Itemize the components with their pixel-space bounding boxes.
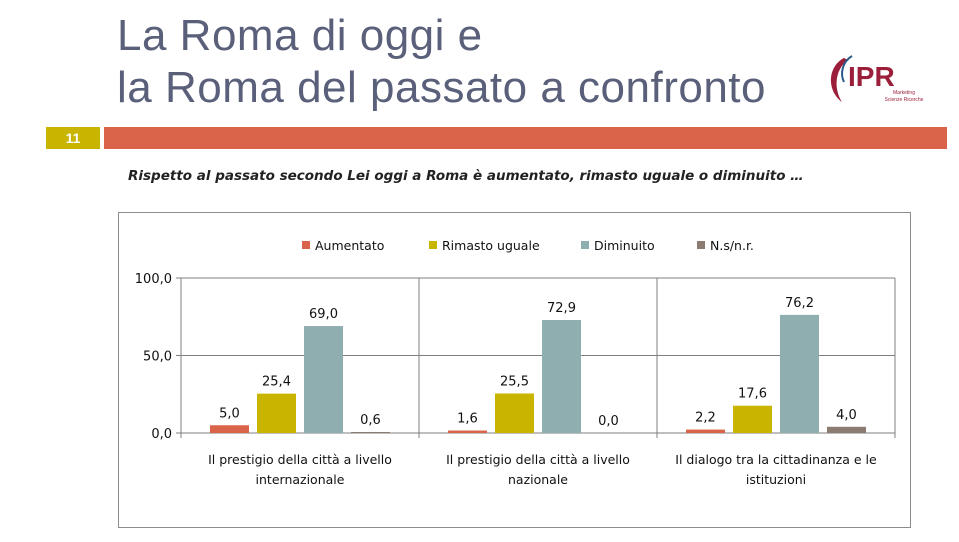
category-label-0-1: internazionale: [256, 472, 345, 487]
bar-aumentato-0: [210, 425, 249, 433]
category-label-0-0: Il prestigio della città a livello: [208, 452, 392, 467]
bar-nsnr-2: [827, 426, 866, 433]
legend-label-0: Aumentato: [315, 238, 384, 253]
data-label-3-0: 0,6: [360, 413, 381, 428]
legend-swatch-0: [302, 241, 310, 249]
data-label-1-1: 25,5: [500, 374, 529, 389]
logo-subtitle-2: Scienze Ricerche: [885, 97, 924, 103]
legend-swatch-2: [581, 241, 589, 249]
bar-rimastouguale-1: [495, 393, 534, 433]
ytick-label-1: 50,0: [143, 350, 172, 365]
title-line-2: la Roma del passato a confronto: [117, 63, 766, 112]
ytick-label-2: 100,0: [135, 272, 172, 287]
category-label-2-1: istituzioni: [746, 472, 806, 487]
logo-swoosh-icon: [830, 58, 848, 102]
ytick-label-0: 0,0: [151, 427, 172, 442]
title-line-1: La Roma di oggi e: [117, 11, 483, 60]
data-label-2-0: 69,0: [309, 307, 338, 322]
bar-rimastouguale-2: [733, 405, 772, 433]
legend-swatch-1: [429, 241, 437, 249]
logo-text: IPR: [848, 61, 895, 92]
ipr-logo: IPR Marketing Scienze Ricerche: [830, 55, 924, 103]
bar-diminuito-0: [304, 326, 343, 433]
bar-chart: 0,0 50,0 100,0 5,0 25,4 69,0 0,6 Il prestigio d…: [135, 238, 896, 487]
data-label-2-2: 76,2: [785, 296, 814, 311]
survey-question: Rispetto al passato secondo Lei oggi a R…: [128, 168, 804, 184]
category-label-1-1: nazionale: [508, 472, 568, 487]
legend-swatch-3: [697, 241, 705, 249]
legend-label-1: Rimasto uguale: [442, 238, 540, 253]
data-label-0-0: 5,0: [219, 406, 240, 421]
bar-aumentato-2: [686, 429, 725, 433]
logo-subtitle-1: Marketing: [893, 90, 915, 96]
data-label-3-1: 0,0: [598, 414, 619, 429]
legend-label-2: Diminuito: [594, 238, 655, 253]
data-label-1-2: 17,6: [738, 387, 767, 402]
bar-aumentato-1: [448, 430, 487, 433]
bar-diminuito-2: [780, 314, 819, 433]
data-label-1-0: 25,4: [262, 375, 291, 390]
bar-rimastouguale-0: [257, 393, 296, 433]
data-label-2-1: 72,9: [547, 301, 576, 316]
bar-nsnr-0: [351, 432, 390, 433]
data-label-3-2: 4,0: [836, 408, 857, 423]
header-rule: [104, 127, 947, 149]
slide-number: 11: [46, 127, 100, 149]
category-label-1-0: Il prestigio della città a livello: [446, 452, 630, 467]
chart-frame: 0,0 50,0 100,0 5,0 25,4 69,0 0,6 Il prestigio d…: [118, 212, 911, 528]
bar-diminuito-1: [542, 320, 581, 433]
legend-label-3: N.s/n.r.: [710, 238, 754, 253]
data-label-0-2: 2,2: [695, 411, 716, 426]
slide-title: La Roma di oggi e la Roma del passato a …: [117, 10, 766, 114]
data-label-0-1: 1,6: [457, 412, 478, 427]
category-label-2-0: Il dialogo tra la cittadinanza e le: [675, 452, 877, 467]
